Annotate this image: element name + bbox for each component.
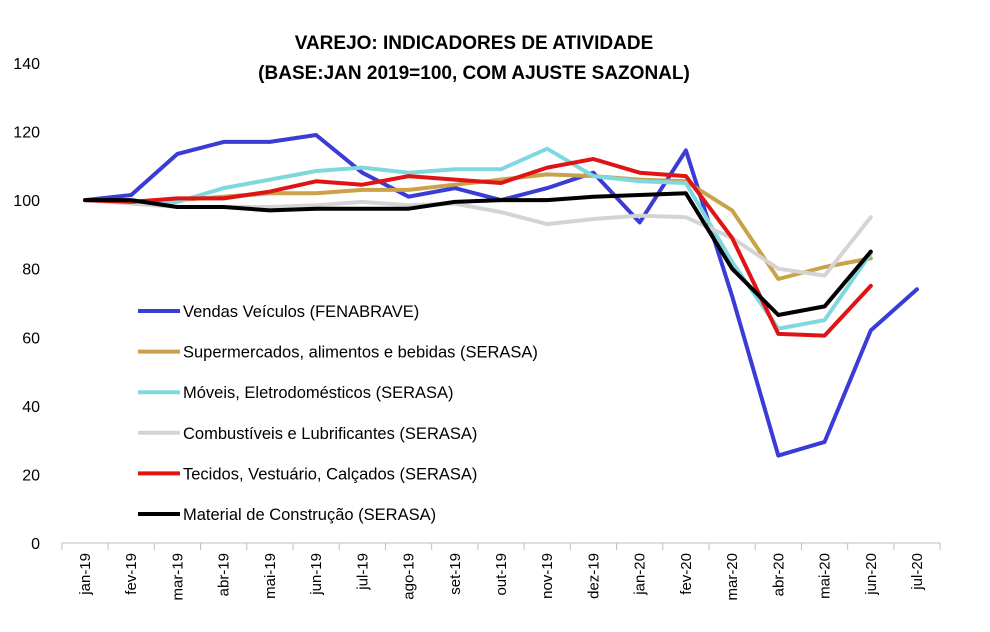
y-axis: 0 20 40 60 80 100 120 140 <box>13 56 40 553</box>
x-tick-label: mai-20 <box>817 553 834 599</box>
y-tick-label: 120 <box>13 125 40 142</box>
x-tick-label: mar-19 <box>169 553 186 601</box>
x-tick-label: jan-19 <box>77 553 94 596</box>
y-tick-label: 0 <box>31 536 40 553</box>
x-tick-label: abr-19 <box>216 553 233 596</box>
x-tick-label: jul-19 <box>354 553 371 591</box>
chart-title-line-1: VAREJO: INDICADORES DE ATIVIDADE <box>295 33 654 54</box>
legend-label: Tecidos, Vestuário, Calçados (SERASA) <box>183 465 477 483</box>
legend-label: Supermercados, alimentos e bebidas (SERA… <box>183 344 538 362</box>
y-tick-label: 20 <box>22 467 40 484</box>
x-tick-label: mai-19 <box>262 553 279 599</box>
series-line-5 <box>83 157 873 338</box>
x-tick-label: set-19 <box>447 553 464 595</box>
x-tick-label: mar-20 <box>724 553 741 601</box>
y-tick-label: 100 <box>13 193 40 210</box>
y-tick-label: 40 <box>22 399 40 416</box>
y-tick-label: 60 <box>22 330 40 347</box>
legend-label: Material de Construção (SERASA) <box>183 506 436 524</box>
x-tick-label: ago-19 <box>401 553 418 600</box>
chart-title-line-2: (BASE:JAN 2019=100, COM AJUSTE SAZONAL) <box>258 63 690 84</box>
legend-label: Vendas Veículos (FENABRAVE) <box>183 303 419 321</box>
x-tick-label: nov-19 <box>539 553 556 599</box>
y-tick-label: 140 <box>13 56 40 73</box>
x-tick-label: fev-19 <box>123 553 140 595</box>
x-tick-label: jun-20 <box>863 553 880 596</box>
x-tick-label: abr-20 <box>770 553 787 596</box>
x-tick-label: jul-20 <box>909 553 926 591</box>
legend-label: Combustíveis e Lubrificantes (SERASA) <box>183 425 477 443</box>
series-line-2 <box>83 172 873 281</box>
x-tick-label: jun-19 <box>308 553 325 596</box>
legend-label: Móveis, Eletrodomésticos (SERASA) <box>183 384 454 402</box>
x-tick-label: jan-20 <box>632 553 649 596</box>
series-line-3 <box>83 146 873 331</box>
x-tick-label: dez-19 <box>585 553 602 599</box>
x-tick-label: fev-20 <box>678 553 695 595</box>
series-line-6 <box>83 191 873 317</box>
legend: Vendas Veículos (FENABRAVE) Supermercados… <box>138 303 538 524</box>
y-tick-label: 80 <box>22 262 40 279</box>
x-tick-label: out-19 <box>493 553 510 596</box>
series-lines <box>83 133 919 458</box>
x-axis: jan-19 fev-19 mar-19 abr-19 mai-19 jun-19 jul-… <box>61 542 941 601</box>
